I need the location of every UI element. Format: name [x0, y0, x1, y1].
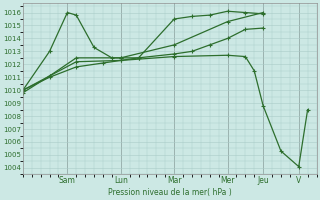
X-axis label: Pression niveau de la mer( hPa ): Pression niveau de la mer( hPa ): [108, 188, 232, 197]
